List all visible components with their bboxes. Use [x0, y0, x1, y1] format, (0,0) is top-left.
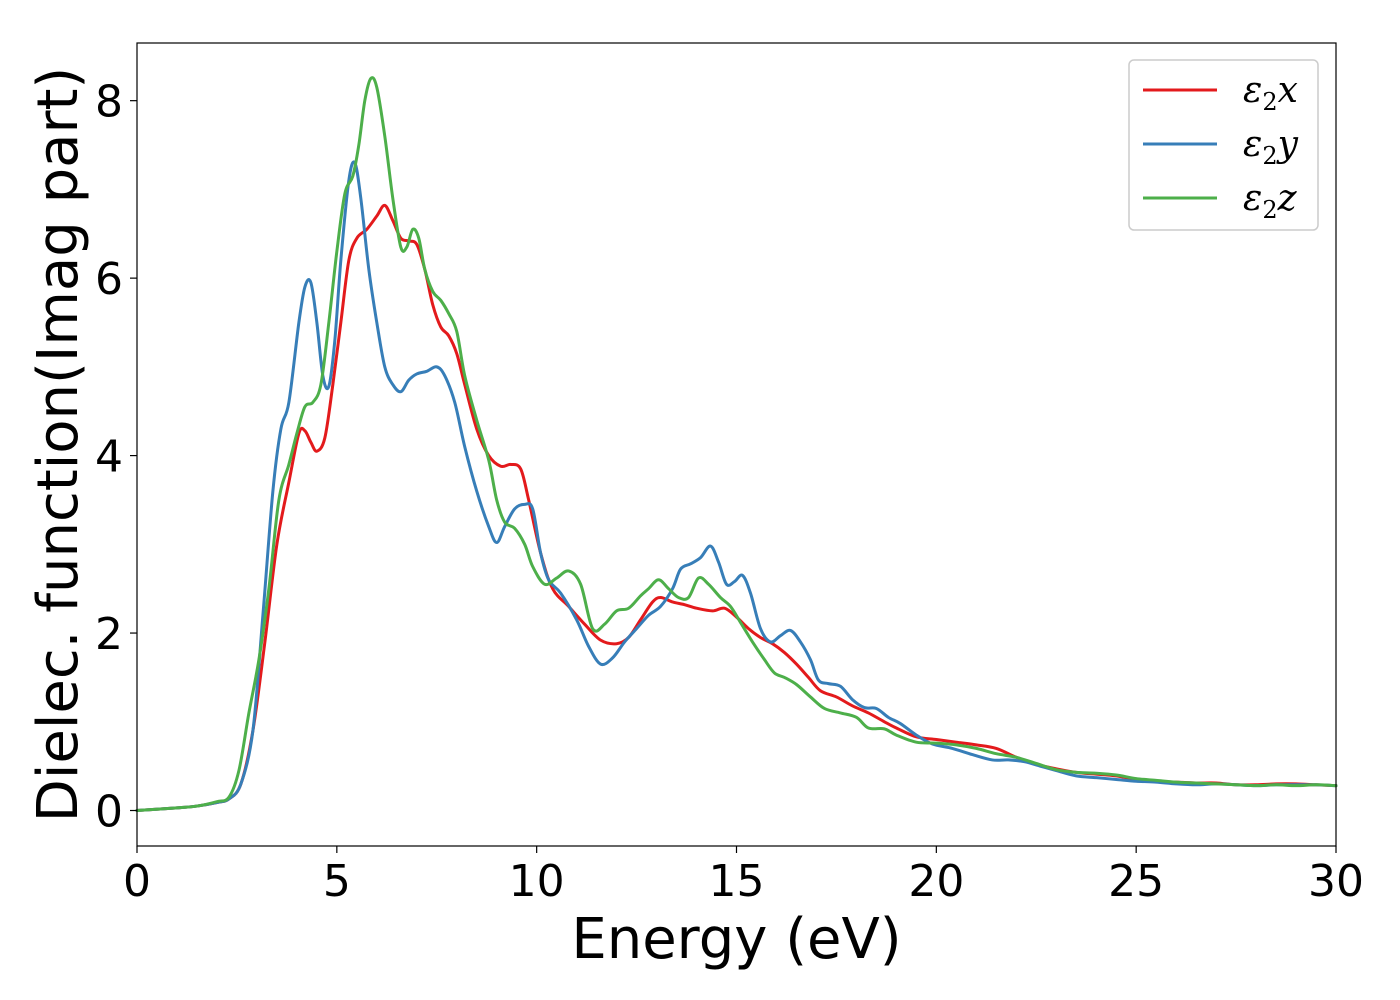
y-axis: 0 2 4 6 8	[95, 77, 137, 838]
legend-label-x: ε2x	[1243, 70, 1298, 116]
x-tick-label: 15	[709, 856, 765, 907]
legend-subscript: 2	[1262, 142, 1277, 170]
legend-component: y	[1276, 124, 1299, 165]
y-tick-label: 8	[95, 77, 123, 128]
y-axis-label: Dielec. function(Imag part)	[26, 67, 91, 823]
x-axis: 0 5 10 15 20 25 30	[123, 846, 1364, 907]
y-tick-label: 0	[95, 787, 123, 838]
series-line-y	[135, 160, 1338, 813]
x-tick-label: 10	[509, 856, 565, 907]
legend-symbol: ε	[1243, 70, 1262, 111]
x-tick-label: 5	[323, 856, 351, 907]
y-tick-label: 2	[95, 609, 123, 660]
x-tick-label: 20	[908, 856, 964, 907]
legend-symbol: ε	[1243, 178, 1262, 219]
legend-subscript: 2	[1262, 196, 1277, 224]
legend-component: x	[1278, 70, 1298, 111]
legend-subscript: 2	[1262, 88, 1277, 116]
series-layer	[135, 76, 1338, 813]
legend-box	[1128, 59, 1319, 231]
legend-label-y: ε2y	[1243, 124, 1299, 170]
y-tick-label: 6	[95, 254, 123, 305]
x-axis-label: Energy (eV)	[571, 907, 901, 972]
legend-label-z: ε2z	[1243, 178, 1298, 224]
x-tick-label: 0	[123, 856, 151, 907]
legend-component: z	[1277, 178, 1298, 219]
legend-symbol: ε	[1243, 124, 1262, 165]
series-line-z	[135, 76, 1338, 813]
x-tick-label: 30	[1308, 856, 1364, 907]
x-tick-label: 25	[1108, 856, 1164, 907]
y-tick-label: 4	[95, 432, 123, 483]
